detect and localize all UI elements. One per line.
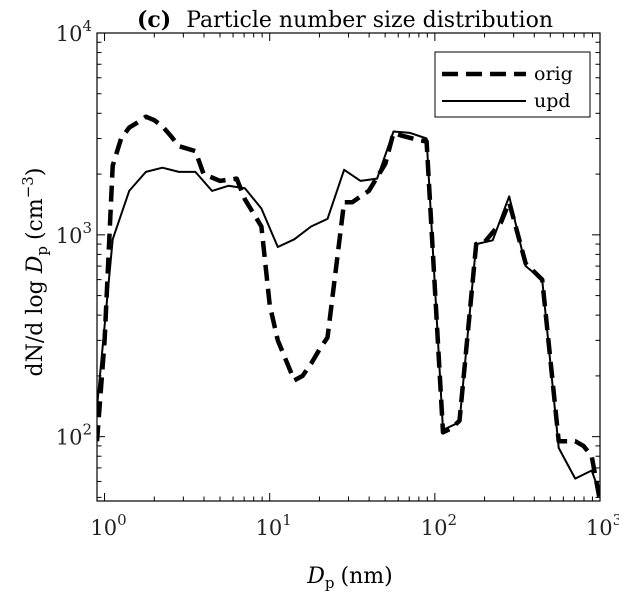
x-tick-label: 103	[586, 511, 619, 540]
y-tick-label: 103	[56, 219, 92, 248]
y-axis-symbol: D	[23, 255, 48, 274]
x-tick-label-exponent: 2	[447, 511, 457, 529]
x-tick-label-base: 10	[586, 516, 613, 540]
y-tick-label: 104	[56, 17, 92, 46]
x-axis-subscript: p	[325, 574, 335, 592]
title-tag: (c)	[137, 7, 171, 33]
title: (c) Particle number size distribution	[137, 7, 553, 33]
legend-label-upd: upd	[534, 90, 571, 112]
x-tick-label: 100	[90, 511, 126, 540]
x-tick-label-base: 10	[256, 516, 283, 540]
plot-area	[97, 114, 600, 501]
x-axis-symbol: D	[306, 564, 325, 589]
legend: orig upd	[434, 51, 591, 118]
y-axis-prefix: dN/d log	[23, 273, 48, 376]
y-tick-label-exponent: 3	[82, 219, 92, 237]
x-tick-label: 102	[421, 511, 457, 540]
x-tick-label-base: 10	[90, 516, 117, 540]
x-tick-label-exponent: 0	[117, 511, 127, 529]
legend-label-orig: orig	[534, 63, 573, 85]
x-axis-label: Dp (nm)	[306, 564, 392, 592]
title-text: Particle number size distribution	[186, 8, 553, 33]
chart-title: (c) Particle number size distribution	[137, 7, 553, 33]
y-tick-label-base: 10	[56, 426, 83, 450]
legend-box	[434, 51, 591, 118]
y-axis-unit-exponent: −3	[19, 176, 37, 198]
x-tick-label: 101	[256, 511, 292, 540]
y-axis-unit: (cm	[23, 198, 48, 240]
x-tick-label-exponent: 1	[282, 511, 292, 529]
y-tick-label: 102	[56, 421, 92, 450]
y-tick-label-exponent: 4	[82, 17, 92, 35]
y-axis-label: dN/d log Dp (cm−3)	[19, 168, 51, 377]
x-tick-label-base: 10	[421, 516, 448, 540]
series-line-upd	[97, 130, 600, 495]
x-tick-label-exponent: 3	[613, 511, 619, 529]
series-line-orig	[97, 114, 600, 501]
y-tick-label-exponent: 2	[82, 421, 92, 439]
y-tick-label-base: 10	[56, 22, 83, 46]
y-axis-unit-close: )	[23, 168, 48, 177]
y-axis-subscript: p	[33, 246, 51, 256]
y-tick-label-base: 10	[56, 224, 83, 248]
axis-ticks	[96, 32, 601, 501]
x-axis-unit: (nm)	[341, 564, 393, 589]
